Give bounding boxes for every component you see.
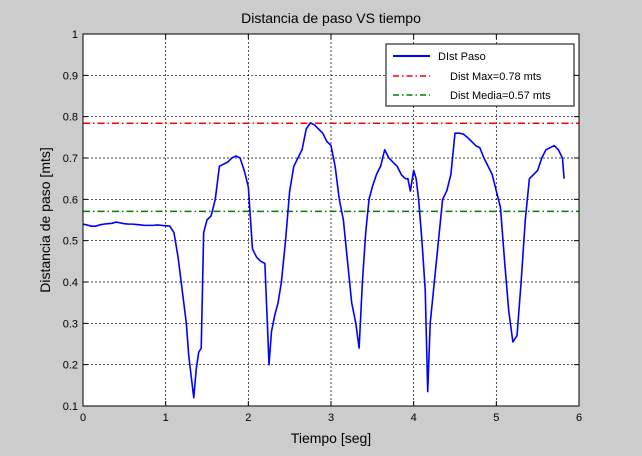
chart-title: Distancia de paso VS tiempo	[241, 10, 421, 26]
y-tick-label: 0.3	[63, 318, 78, 330]
series-layer	[82, 122, 579, 399]
x-axis-label: Tiempo [seg]	[291, 430, 371, 446]
y-tick-label: 0.5	[63, 236, 78, 248]
legend-box	[385, 43, 575, 107]
x-tick-label: 6	[576, 412, 582, 424]
y-tick-label: 0.9	[63, 70, 78, 82]
y-tick-label: 0.4	[63, 277, 78, 289]
legend-label-dist-paso: DIst Paso	[438, 51, 486, 63]
legend: DIst Paso Dist Max=0.78 mts Dist Media=0…	[385, 43, 575, 107]
y-tick-label: 0.8	[63, 112, 78, 124]
x-tick-label: 5	[493, 412, 499, 424]
x-tick-label: 3	[328, 412, 334, 424]
y-tick-label: 0.2	[63, 360, 78, 372]
y-tick-labels: 0.1 0.2 0.3 0.4 0.5 0.6 0.7 0.8 0.9 1	[63, 29, 78, 413]
x-tick-label: 1	[163, 412, 169, 424]
y-axis-label: Distancia de paso [mts]	[37, 147, 53, 293]
axis-ticks	[82, 33, 580, 407]
x-tick-label: 0	[80, 412, 86, 424]
y-tick-label: 0.7	[63, 153, 78, 165]
legend-label-dist-max: Dist Max=0.78 mts	[450, 71, 542, 83]
series-dist-paso-line	[82, 122, 565, 399]
x-tick-labels: 0 1 2 3 4 5 6	[80, 412, 582, 424]
y-tick-label: 1	[72, 29, 78, 41]
x-tick-label: 2	[245, 412, 251, 424]
legend-label-dist-media: Dist Media=0.57 mts	[450, 90, 551, 102]
y-tick-label: 0.6	[63, 194, 78, 206]
y-tick-label: 0.1	[63, 401, 78, 413]
x-tick-label: 4	[411, 412, 417, 424]
